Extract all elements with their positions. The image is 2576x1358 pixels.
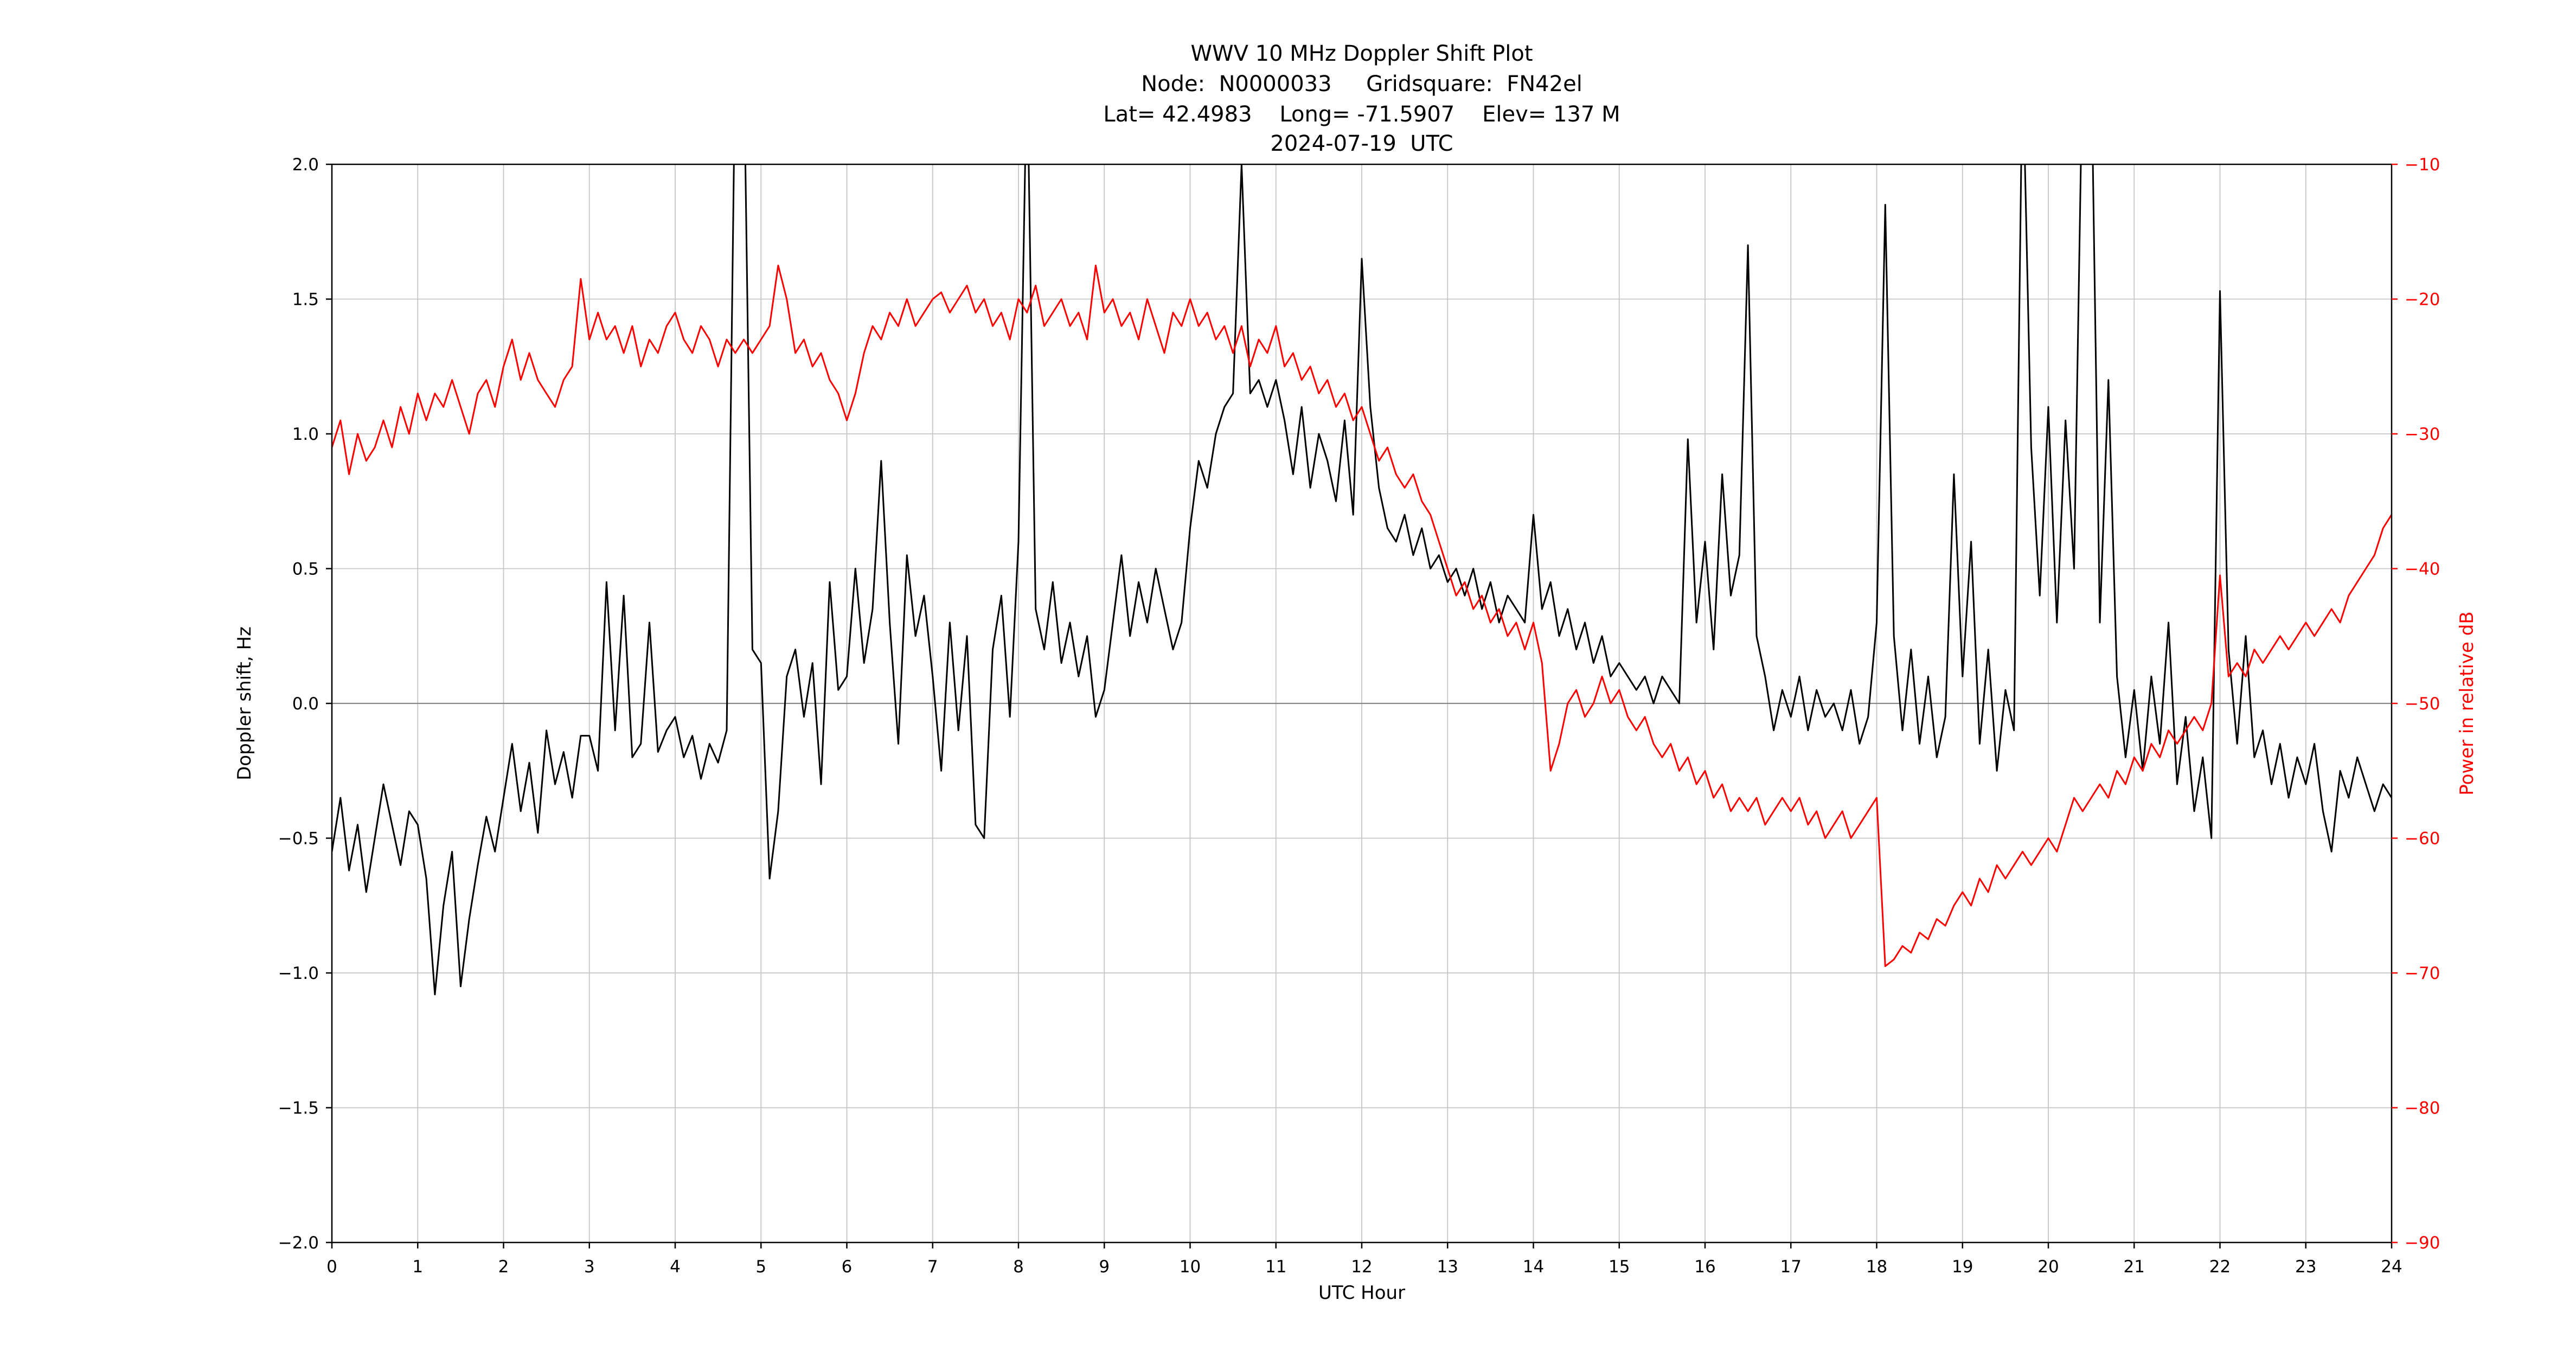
y-right-tick-label: −30 <box>2405 425 2440 444</box>
x-axis-label: UTC Hour <box>1318 1282 1405 1304</box>
x-tick-label: 22 <box>2209 1257 2231 1277</box>
x-tick-label: 17 <box>1780 1257 1802 1277</box>
y-left-tick-label: 2.0 <box>292 155 319 175</box>
x-tick-label: 5 <box>755 1257 766 1277</box>
x-tick-label: 15 <box>1609 1257 1630 1277</box>
x-tick-label: 24 <box>2381 1257 2402 1277</box>
y-right-axis-ticks: −10 −20 −30 −40 −50 −60 −70 −80 −90 <box>2392 155 2440 1253</box>
x-axis-ticks: 0 1 2 3 4 5 6 7 8 9 10 11 12 13 14 15 16 17 18 19 20 21 22 23 24 <box>326 1242 2402 1277</box>
y-left-tick-label: 1.0 <box>292 425 319 444</box>
x-tick-label: 13 <box>1437 1257 1458 1277</box>
data-series <box>332 164 2392 996</box>
y-left-tick-label: −2.0 <box>278 1233 319 1253</box>
y-right-tick-label: −70 <box>2405 964 2440 983</box>
x-tick-label: 2 <box>498 1257 509 1277</box>
y-right-tick-label: −20 <box>2405 290 2440 310</box>
y-left-tick-label: −0.5 <box>278 829 319 849</box>
x-tick-label: 6 <box>842 1257 853 1277</box>
chart-subtitle-node: Node: N0000033 Gridsquare: FN42el <box>1141 72 1582 97</box>
y-right-tick-label: −10 <box>2405 155 2440 175</box>
x-tick-label: 7 <box>927 1257 938 1277</box>
x-tick-label: 19 <box>1952 1257 1973 1277</box>
x-tick-label: 10 <box>1180 1257 1201 1277</box>
y-left-tick-label: 0.0 <box>292 694 319 714</box>
power-series-line <box>332 264 2392 968</box>
chart-subtitle-location: Lat= 42.4983 Long= -71.5907 Elev= 137 M <box>1103 102 1620 127</box>
y-left-axis-label: Doppler shift, Hz <box>234 626 255 780</box>
chart-subtitle-date: 2024-07-19 UTC <box>1270 131 1453 156</box>
x-tick-label: 0 <box>326 1257 337 1277</box>
x-tick-label: 4 <box>670 1257 681 1277</box>
x-tick-label: 8 <box>1013 1257 1024 1277</box>
y-left-tick-label: −1.5 <box>278 1099 319 1118</box>
y-right-tick-label: −60 <box>2405 829 2440 849</box>
chart-title: WWV 10 MHz Doppler Shift Plot <box>1190 41 1533 66</box>
y-right-tick-label: −80 <box>2405 1099 2440 1118</box>
y-right-tick-label: −50 <box>2405 694 2440 714</box>
x-tick-label: 16 <box>1694 1257 1715 1277</box>
x-tick-label: 9 <box>1099 1257 1110 1277</box>
x-tick-label: 3 <box>584 1257 595 1277</box>
y-left-tick-label: −1.0 <box>278 964 319 983</box>
x-tick-label: 18 <box>1866 1257 1887 1277</box>
x-tick-label: 14 <box>1523 1257 1544 1277</box>
doppler-series-line <box>332 164 2392 996</box>
y-right-tick-label: −40 <box>2405 560 2440 579</box>
x-tick-label: 23 <box>2295 1257 2316 1277</box>
y-left-axis-ticks: 2.0 1.5 1.0 0.5 0.0 −0.5 −1.0 −1.5 −2.0 <box>278 155 332 1253</box>
y-left-tick-label: 0.5 <box>292 560 319 579</box>
x-tick-label: 11 <box>1265 1257 1286 1277</box>
x-tick-label: 12 <box>1351 1257 1372 1277</box>
x-tick-label: 21 <box>2124 1257 2145 1277</box>
y-right-tick-label: −90 <box>2405 1233 2440 1253</box>
y-left-tick-label: 1.5 <box>292 290 319 310</box>
x-tick-label: 20 <box>2037 1257 2059 1277</box>
x-tick-label: 1 <box>412 1257 423 1277</box>
y-right-axis-label: Power in relative dB <box>2456 611 2478 795</box>
